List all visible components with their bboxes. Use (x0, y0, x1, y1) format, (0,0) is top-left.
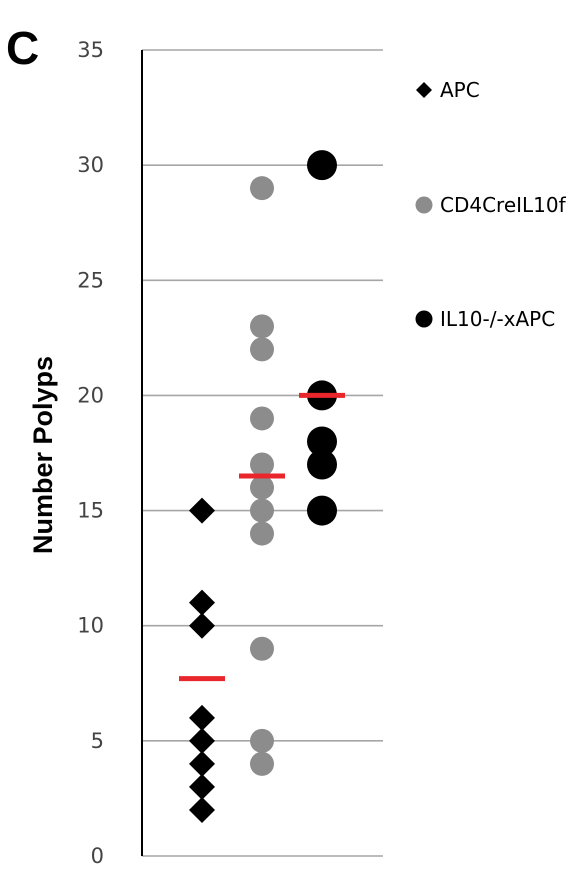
y-axis-label: Number Polyps (28, 356, 58, 554)
data-point (307, 150, 337, 181)
data-point (189, 612, 215, 639)
data-point (250, 452, 274, 477)
y-tick-label: 15 (77, 499, 104, 523)
legend-label: CD4CreIL10f (440, 193, 567, 217)
data-point (307, 449, 337, 480)
data-points (189, 150, 337, 823)
data-point (189, 750, 215, 777)
y-tick-label: 35 (77, 38, 104, 62)
y-tick-label: 25 (77, 268, 104, 292)
data-point (189, 704, 215, 731)
data-point (250, 751, 274, 776)
data-point (189, 589, 215, 616)
legend: APC CD4CreIL10f IL10-/-xAPC (415, 78, 567, 331)
data-point (250, 498, 274, 523)
data-point (250, 521, 274, 546)
legend-marker (416, 82, 432, 98)
data-point (250, 314, 274, 339)
legend-label: IL10-/-xAPC (440, 307, 555, 331)
y-tick-labels: 0 5 10 15 20 25 30 35 (77, 38, 104, 868)
y-tick-label: 20 (77, 383, 104, 407)
data-point (250, 636, 274, 661)
data-point (250, 475, 274, 500)
y-tick-label: 30 (77, 153, 104, 177)
y-tick-label: 0 (91, 844, 104, 868)
panel-label: C (6, 22, 39, 74)
legend-marker (415, 310, 433, 328)
y-tick-label: 10 (77, 614, 104, 638)
data-point (307, 426, 337, 457)
legend-marker (415, 196, 433, 214)
data-point (250, 406, 274, 431)
data-point (307, 495, 337, 526)
data-point (250, 176, 274, 201)
mean-lines (179, 392, 345, 682)
data-point (250, 728, 274, 753)
data-point (189, 497, 215, 524)
data-point (189, 727, 215, 754)
data-point (189, 773, 215, 800)
y-tick-label: 5 (91, 729, 104, 753)
legend-label: APC (440, 78, 480, 102)
data-point (189, 796, 215, 823)
data-point (250, 337, 274, 362)
